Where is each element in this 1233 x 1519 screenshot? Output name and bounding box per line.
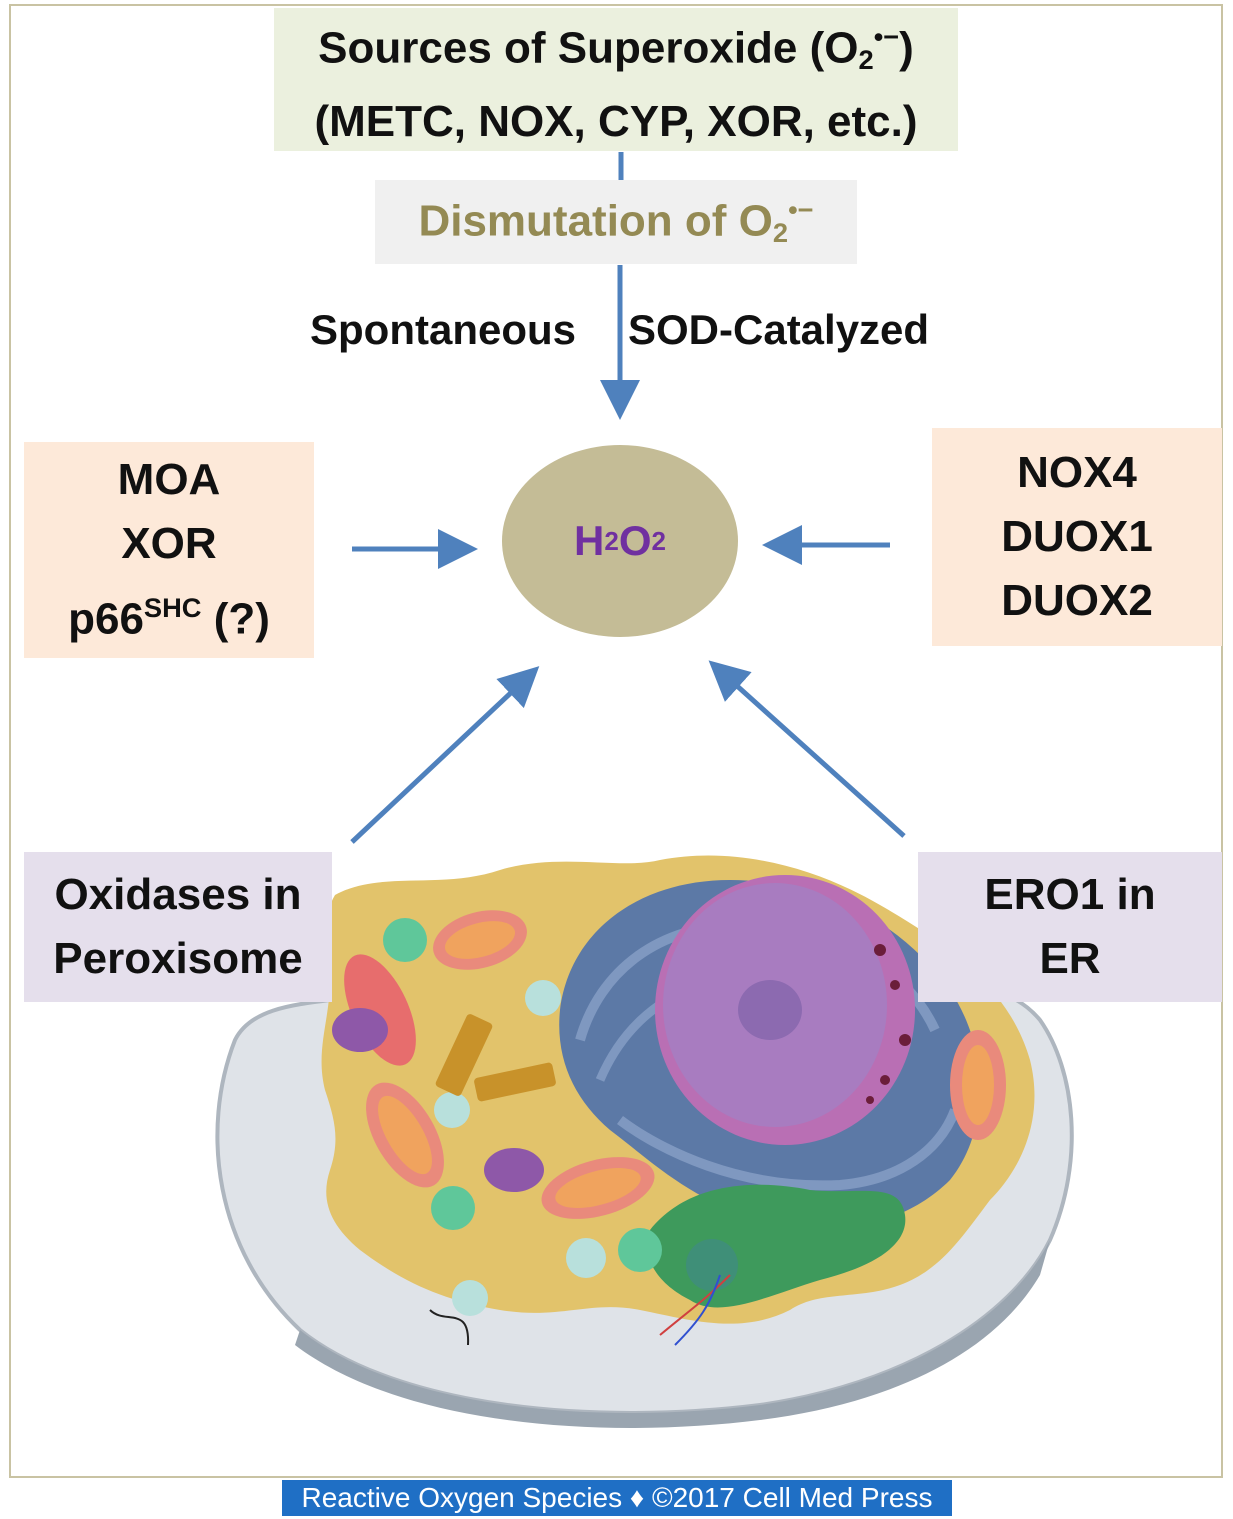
left-sources-box: MOA XOR p66SHC (?) — [24, 442, 314, 658]
duox1-label: DUOX1 — [1001, 512, 1153, 561]
mitochondria — [344, 910, 1006, 1219]
copyright-footer: Reactive Oxygen Species ♦ ©2017 Cell Med… — [282, 1480, 952, 1516]
spontaneous-label: Spontaneous — [310, 306, 577, 353]
dismutation-box: Dismutation of O2•− — [375, 180, 857, 264]
sources-title: Sources of Superoxide (O2•−) — [318, 20, 914, 76]
arrow-er-to-h2o2 — [708, 660, 906, 838]
duox2-label: DUOX2 — [1001, 576, 1153, 625]
dismutation-label: Dismutation of O — [418, 196, 773, 246]
sources-list: (METC, NOX, CYP, XOR, etc.) — [314, 97, 918, 147]
vesicles — [383, 918, 738, 1316]
xor-label: XOR — [121, 519, 217, 569]
superoxide-sources-box: Sources of Superoxide (O2•−) (METC, NOX,… — [274, 8, 958, 151]
right-sources-box: NOX4 DUOX1 DUOX2 — [932, 428, 1222, 646]
centriole — [435, 1014, 493, 1096]
er-box: ERO1 in ER — [918, 852, 1222, 1002]
peroxisome-box: Oxidases in Peroxisome — [24, 852, 332, 1002]
p66shc-label: p66SHC (?) — [68, 592, 270, 644]
moa-label: MOA — [117, 455, 221, 505]
nox4-label: NOX4 — [1017, 448, 1137, 497]
figure-frame — [9, 4, 1223, 1478]
lysosome — [332, 1008, 388, 1052]
nucleolus — [738, 980, 802, 1040]
sod-catalyzed-label: SOD-Catalyzed — [628, 306, 930, 353]
arrow-peroxisome-to-h2o2 — [350, 666, 540, 844]
